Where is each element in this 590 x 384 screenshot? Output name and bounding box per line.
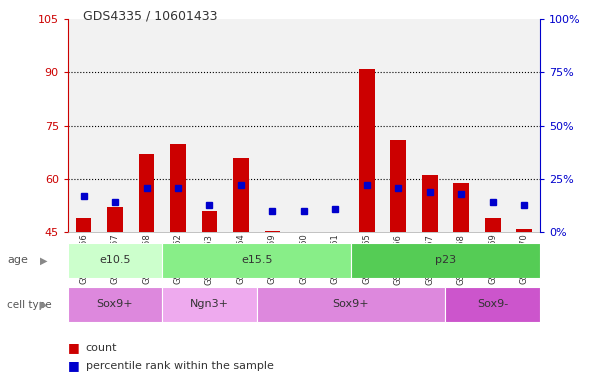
Bar <box>76 218 91 232</box>
Bar <box>68 243 162 278</box>
Bar <box>359 69 375 232</box>
Text: Sox9-: Sox9- <box>477 299 508 310</box>
Text: e10.5: e10.5 <box>99 255 131 265</box>
Bar <box>162 243 351 278</box>
Text: p23: p23 <box>435 255 456 265</box>
Text: ■: ■ <box>68 359 80 372</box>
Bar <box>139 154 155 232</box>
Text: Sox9+: Sox9+ <box>333 299 369 310</box>
Text: cell type: cell type <box>7 300 52 310</box>
Bar <box>107 207 123 232</box>
Text: Ngn3+: Ngn3+ <box>190 299 229 310</box>
Bar <box>485 218 500 232</box>
Bar <box>162 287 257 322</box>
Bar <box>391 140 406 232</box>
Text: percentile rank within the sample: percentile rank within the sample <box>86 361 273 371</box>
Bar <box>264 230 280 232</box>
Bar <box>422 175 438 232</box>
Text: GDS4335 / 10601433: GDS4335 / 10601433 <box>83 10 217 23</box>
Bar <box>453 183 469 232</box>
Text: count: count <box>86 343 117 353</box>
Bar <box>257 287 445 322</box>
Bar <box>445 287 540 322</box>
Bar <box>516 229 532 232</box>
Text: Sox9+: Sox9+ <box>97 299 133 310</box>
Bar <box>170 144 186 232</box>
Bar <box>202 211 217 232</box>
Text: ▶: ▶ <box>40 255 48 265</box>
Text: ▶: ▶ <box>40 300 48 310</box>
Text: ■: ■ <box>68 341 80 354</box>
Bar <box>233 158 249 232</box>
Text: e15.5: e15.5 <box>241 255 273 265</box>
Text: age: age <box>7 255 28 265</box>
Bar <box>351 243 540 278</box>
Bar <box>68 287 162 322</box>
